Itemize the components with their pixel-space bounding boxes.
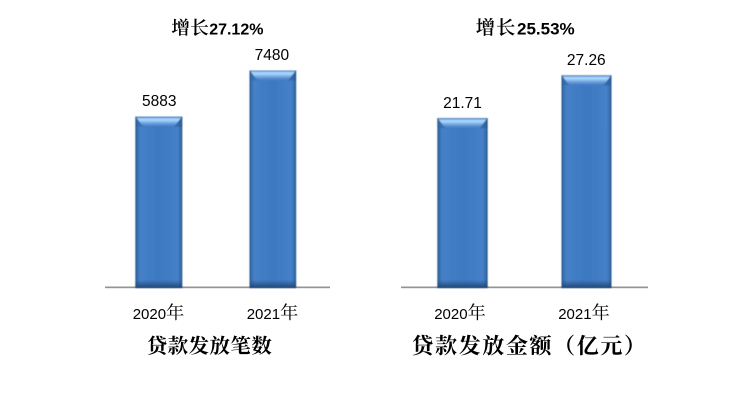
svg-text:2021: 2021 — [247, 306, 280, 323]
svg-text:7480: 7480 — [255, 47, 290, 64]
svg-text:27.12%: 27.12% — [209, 21, 263, 38]
svg-text:27.26: 27.26 — [567, 52, 606, 69]
svg-text:21.71: 21.71 — [443, 95, 482, 112]
svg-text:2021: 2021 — [558, 306, 591, 323]
svg-text:2020: 2020 — [133, 306, 166, 323]
svg-text:25.53%: 25.53% — [517, 19, 575, 38]
svg-text:5883: 5883 — [142, 93, 176, 110]
svg-text:2020: 2020 — [434, 306, 467, 323]
